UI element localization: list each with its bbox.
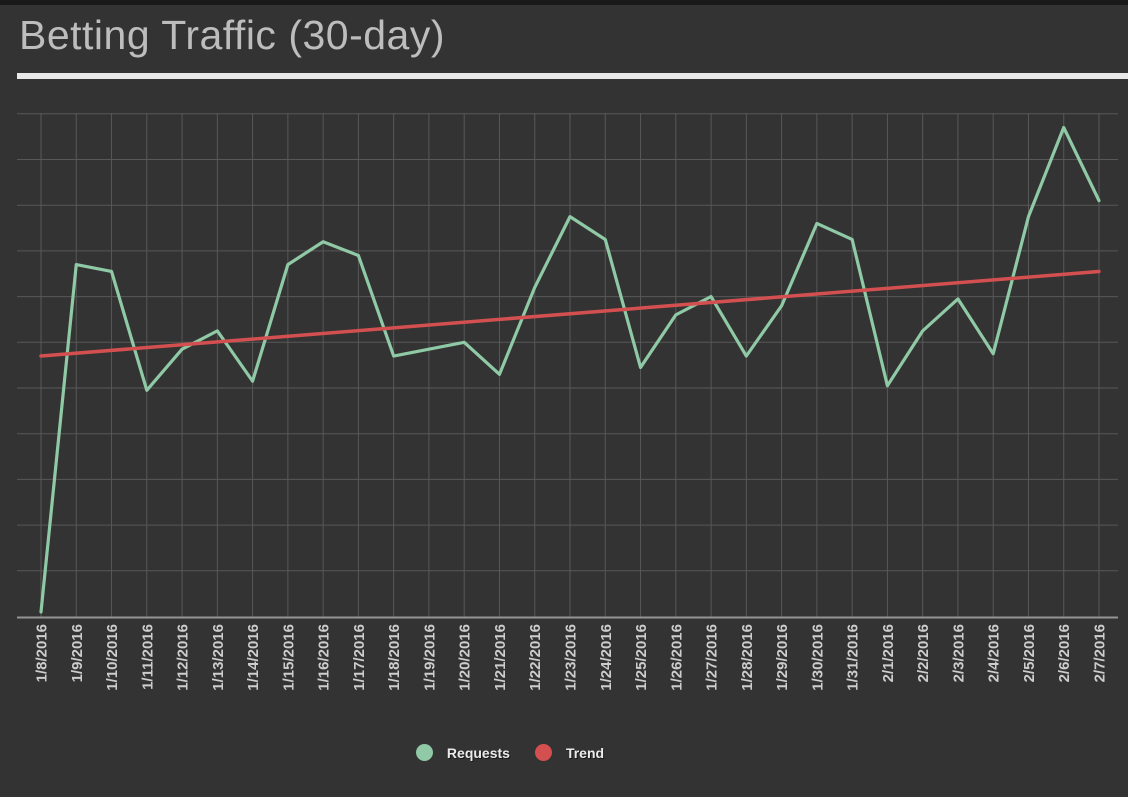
x-axis-label: 1/22/2016 [527,624,544,691]
x-axis-label: 1/25/2016 [633,624,650,691]
trend-line [39,269,1101,358]
x-axis-label: 1/21/2016 [492,624,509,691]
x-axis-label: 1/31/2016 [845,624,862,691]
requests-series-label: Requests [446,744,510,761]
x-axis-label: 1/8/2016 [34,624,51,682]
x-axis-label: 1/9/2016 [69,624,86,682]
x-axis-label: 1/15/2016 [280,624,297,691]
trend-series-swatch-icon [534,744,552,761]
x-axis-label: 1/17/2016 [351,624,368,691]
x-axis-label: 1/26/2016 [668,624,685,691]
x-axis-label: 1/11/2016 [139,624,156,690]
x-axis-label: 1/18/2016 [386,624,403,691]
x-axis-label: 1/16/2016 [316,624,333,691]
x-axis-label: 1/27/2016 [704,624,721,691]
chart-legend: Requests Trend [0,744,1074,761]
x-axis-label: 2/5/2016 [1021,624,1038,682]
x-axis-label: 1/28/2016 [739,624,756,691]
x-axis-label: 1/30/2016 [809,624,826,691]
requests-series-swatch-icon [415,744,433,761]
x-axis-label: 1/19/2016 [421,624,438,691]
x-axis-label: 1/10/2016 [104,624,121,691]
x-axis-label: 1/14/2016 [245,624,262,691]
betting-traffic-chart-canvas[interactable]: 1/8/2016 1/9/2016 1/10/2016 1/11/2016 1/12/2… [0,0,1128,735]
trend-series-label: Trend [565,744,605,761]
x-axis-label: 1/12/2016 [175,624,192,691]
x-axis-label: 2/4/2016 [986,624,1003,682]
x-axis-label: 1/20/2016 [457,624,474,691]
x-axis-label: 2/6/2016 [1056,624,1073,682]
window-top-edge [0,0,1128,5]
x-axis-label: 2/2/2016 [915,624,932,682]
legend-item-requests[interactable]: Requests [415,744,510,761]
x-axis-label: 1/29/2016 [774,624,791,691]
requests-line [39,125,1101,614]
x-axis-label: 1/23/2016 [563,624,580,691]
title-underline [17,73,1128,79]
chart-title: Betting Traffic (30-day) [19,12,445,58]
x-axis-label: 2/1/2016 [880,624,897,682]
x-axis-label: 2/3/2016 [950,624,967,682]
x-axis-label: 1/24/2016 [598,624,615,691]
x-axis-label: 2/7/2016 [1092,624,1109,682]
legend-item-trend[interactable]: Trend [534,744,605,761]
x-axis-label: 1/13/2016 [210,624,227,691]
